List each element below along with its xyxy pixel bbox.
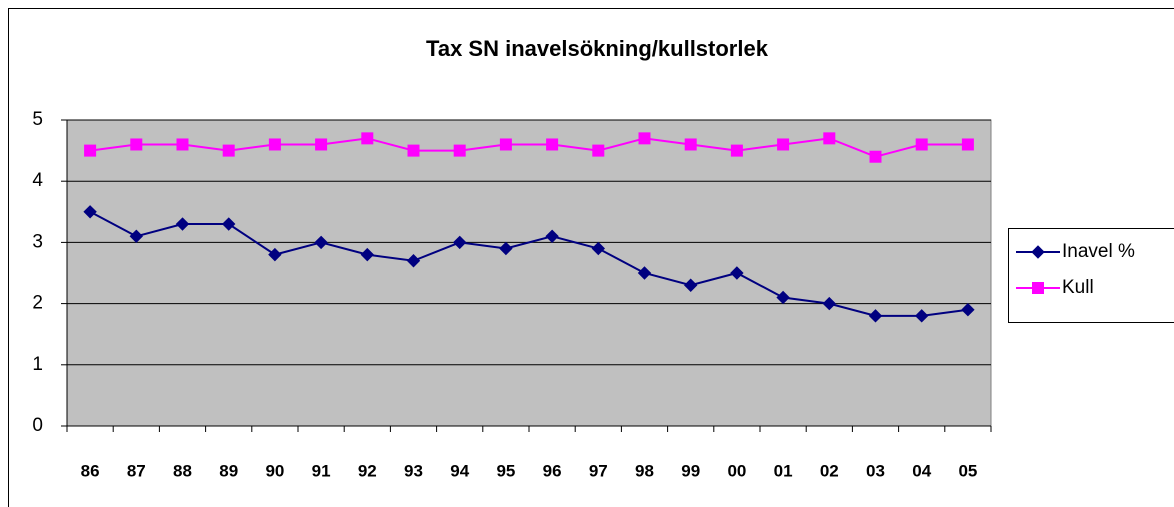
data-point xyxy=(83,205,97,219)
data-point xyxy=(869,150,882,163)
data-point xyxy=(129,229,144,243)
data-point xyxy=(407,144,420,157)
data-point xyxy=(499,138,512,151)
x-tick-label: 04 xyxy=(912,461,931,480)
y-tick-label: 3 xyxy=(32,231,43,252)
y-tick-label: 4 xyxy=(32,170,43,191)
chart-title: Tax SN inavelsökning/kullstorlek xyxy=(426,36,769,61)
x-tick-label: 93 xyxy=(404,461,423,480)
series-line xyxy=(89,210,969,317)
data-point xyxy=(268,247,282,262)
data-point xyxy=(221,217,236,231)
data-point xyxy=(130,138,143,151)
data-point xyxy=(822,296,837,311)
legend-marker xyxy=(1031,245,1045,259)
data-point xyxy=(546,138,559,151)
data-point xyxy=(823,132,836,145)
plot-area xyxy=(66,119,992,427)
data-point xyxy=(637,266,652,280)
x-tick-label: 01 xyxy=(774,461,793,480)
x-tick-label: 02 xyxy=(820,461,839,480)
legend-box xyxy=(1008,228,1174,323)
x-tick-label: 97 xyxy=(589,461,608,480)
y-tick-label: 2 xyxy=(32,293,43,314)
data-point xyxy=(452,235,467,250)
data-point xyxy=(592,144,605,157)
data-point xyxy=(315,138,328,151)
x-tick-label: 94 xyxy=(450,461,469,480)
data-point xyxy=(360,247,375,262)
data-point xyxy=(453,144,466,157)
legend-marker xyxy=(1032,282,1044,294)
x-tick-label: 88 xyxy=(173,461,192,480)
y-tick-label: 1 xyxy=(32,354,43,375)
data-point xyxy=(961,138,974,151)
x-tick-label: 92 xyxy=(358,461,377,480)
x-tick-label: 99 xyxy=(681,461,700,480)
data-point xyxy=(314,235,328,250)
data-point xyxy=(591,241,606,256)
x-tick-label: 91 xyxy=(312,461,331,480)
data-point xyxy=(222,144,235,157)
x-tick-label: 89 xyxy=(219,461,238,480)
data-point xyxy=(84,144,97,157)
data-point xyxy=(868,309,883,323)
data-point xyxy=(915,138,928,151)
data-point xyxy=(914,309,929,323)
x-tick-label: 98 xyxy=(635,461,654,480)
x-tick-label: 86 xyxy=(81,461,100,480)
y-tick-label: 0 xyxy=(32,415,43,436)
x-tick-label: 96 xyxy=(543,461,562,480)
data-point xyxy=(777,138,790,151)
data-point xyxy=(176,138,189,151)
data-point xyxy=(175,217,190,231)
series-line xyxy=(89,137,968,158)
data-point xyxy=(545,229,559,243)
data-point xyxy=(499,241,513,256)
x-tick-label: 05 xyxy=(958,461,977,480)
data-point xyxy=(730,144,743,157)
x-tick-label: 95 xyxy=(496,461,515,480)
data-point xyxy=(684,138,697,151)
x-tick-label: 90 xyxy=(265,461,284,480)
data-point xyxy=(730,266,744,280)
data-point xyxy=(776,290,790,305)
data-point xyxy=(683,278,698,292)
legend-label: Inavel % xyxy=(1062,241,1135,262)
data-point xyxy=(406,254,421,268)
data-point xyxy=(268,138,281,151)
legend-label: Kull xyxy=(1062,277,1094,298)
x-tick-label: 87 xyxy=(127,461,146,480)
x-tick-label: 03 xyxy=(866,461,885,480)
data-point xyxy=(361,132,374,145)
data-point xyxy=(961,303,975,317)
y-tick-label: 5 xyxy=(32,109,43,130)
data-point xyxy=(638,132,651,145)
x-tick-label: 00 xyxy=(727,461,746,480)
